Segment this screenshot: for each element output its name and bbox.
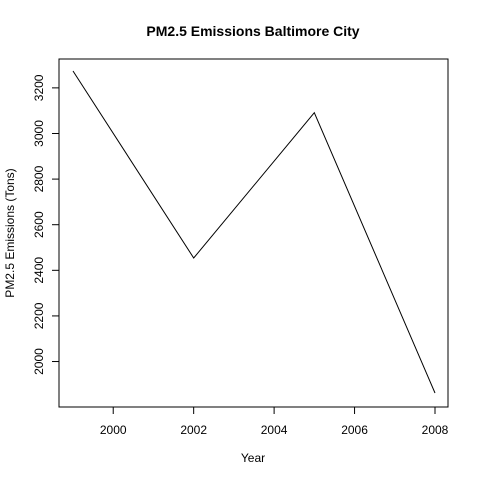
y-axis-label: PM2.5 Emissions (Tons) [3,168,17,297]
x-tick-label: 2006 [341,423,368,437]
y-tick-label: 2200 [32,302,46,329]
x-tick-label: 2002 [180,423,207,437]
y-tick-label: 2600 [32,211,46,238]
y-tick-label: 3000 [32,120,46,147]
y-tick-label: 3200 [32,74,46,101]
x-tick-label: 2008 [422,423,449,437]
x-axis: 2000 2002 2004 2006 2008 [100,407,449,437]
series-layer [72,70,436,394]
y-tick-label: 2800 [32,165,46,192]
x-tick-label: 2000 [100,423,127,437]
series-line [72,70,436,394]
y-tick-label: 2400 [32,257,46,284]
y-tick-label: 2000 [32,348,46,375]
chart-title: PM2.5 Emissions Baltimore City [146,23,359,39]
x-axis-label: Year [241,451,265,465]
plot-frame [58,58,449,408]
x-tick-label: 2004 [261,423,288,437]
y-axis: 2000 2200 2400 2600 2800 3000 3200 [32,74,59,375]
